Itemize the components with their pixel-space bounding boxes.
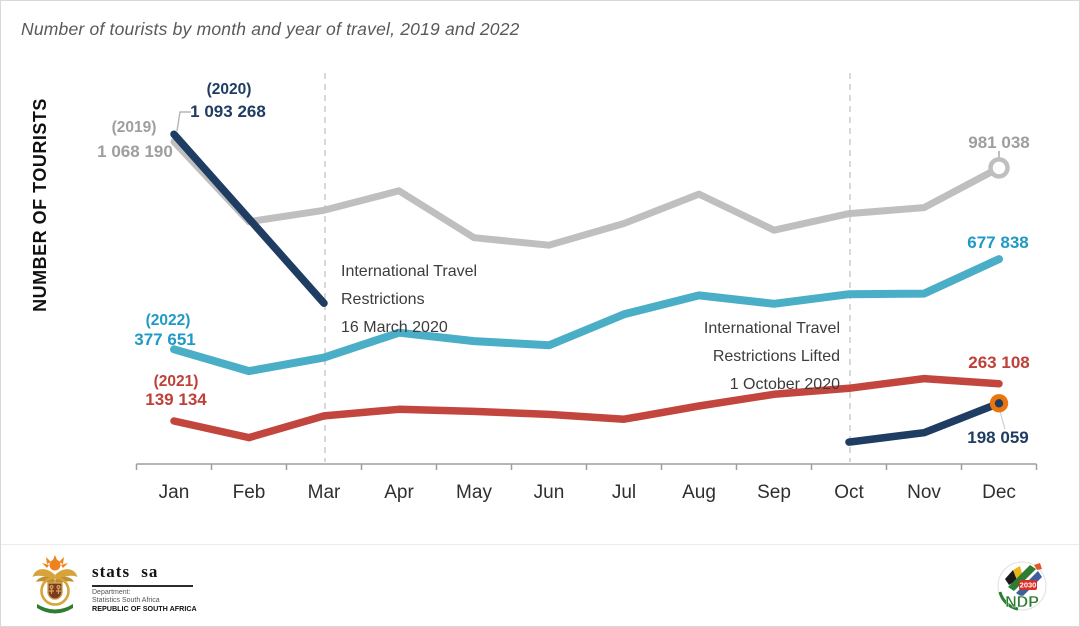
statssa-coat-of-arms-icon (32, 555, 78, 614)
label-2019-year: (2019) (111, 119, 157, 136)
x-axis-label-feb: Feb (232, 482, 266, 503)
statssa-dept-line3: REPUBLIC OF SOUTH AFRICA (92, 604, 197, 613)
annotation-line: Restrictions Lifted (712, 348, 840, 365)
marker-2020-dec-inner (994, 399, 1004, 408)
label-2020-year: (2020) (206, 81, 252, 98)
annotation-line: 1 October 2020 (729, 376, 840, 393)
annotation-line: International Travel (341, 263, 478, 280)
x-axis-label-jun: Jun (533, 482, 565, 503)
statssa-wordmark-block: stats sa Department: Statistics South Af… (92, 562, 197, 613)
x-axis-label-jan: Jan (158, 482, 190, 503)
label-2020-dec-value: 198 059 (967, 428, 1029, 447)
x-axis-label-dec: Dec (982, 482, 1016, 503)
marker-2019-dec-ring (988, 157, 1010, 179)
x-axis-label-jul: Jul (611, 482, 637, 503)
x-axis-label-sep: Sep (757, 482, 791, 503)
line-2020 (845, 399, 1003, 446)
x-axis-label-nov: Nov (907, 482, 941, 503)
label-2020-jan-value: 1 093 268 (190, 102, 266, 121)
label-leader-2020 (176, 111, 191, 132)
annotation-line: International Travel (703, 320, 840, 337)
x-axis-label-aug: Aug (682, 482, 716, 503)
x-axis-label-mar: Mar (307, 482, 341, 503)
annotation-line: Restrictions (341, 291, 425, 308)
line-2019 (170, 138, 1003, 249)
ndp-year-text: 2030 (1020, 581, 1037, 590)
label-2022-jan-value: 377 651 (134, 330, 196, 349)
line-2021 (170, 374, 1003, 442)
annotation-restrictions: International Travel Restrictions 16 Mar… (341, 258, 477, 342)
x-axis-label-apr: Apr (384, 482, 414, 503)
footer-divider (1, 544, 1079, 545)
x-axis-label-may: May (456, 482, 492, 503)
label-2021-jan-value: 139 134 (145, 390, 207, 409)
tourists-line-chart (135, 73, 1038, 470)
label-2019-jan-value: 1 068 190 (97, 142, 173, 161)
ndp-acronym-text: NDP (1005, 594, 1039, 611)
chart-title: Number of tourists by month and year of … (21, 19, 520, 39)
statssa-dept-line1: Department: (92, 589, 131, 596)
annotation-restrictions-lifted: International Travel Restrictions Lifted… (704, 315, 840, 399)
line-2020 (170, 130, 328, 307)
label-2021-year: (2021) (153, 373, 199, 390)
statssa-rule (92, 585, 193, 587)
x-axis-label-oct: Oct (834, 482, 864, 503)
annotation-line: 16 March 2020 (341, 319, 448, 336)
label-2019-dec-value: 981 038 (968, 133, 1030, 152)
label-2022-dec-value: 677 838 (967, 233, 1029, 252)
label-2021-dec-value: 263 108 (968, 353, 1030, 372)
statssa-dept-line2: Statistics South Africa (92, 597, 160, 604)
ndp-2030-icon: 2030 NDP (997, 561, 1047, 611)
label-leader-2020-dec (999, 411, 1006, 430)
label-2022-year: (2022) (145, 312, 191, 329)
statssa-wordmark: stats sa (92, 562, 159, 581)
statssa-logo (31, 554, 79, 623)
line-2022 (170, 255, 1003, 376)
ndp-2030-logo: 2030 NDP (996, 558, 1048, 619)
